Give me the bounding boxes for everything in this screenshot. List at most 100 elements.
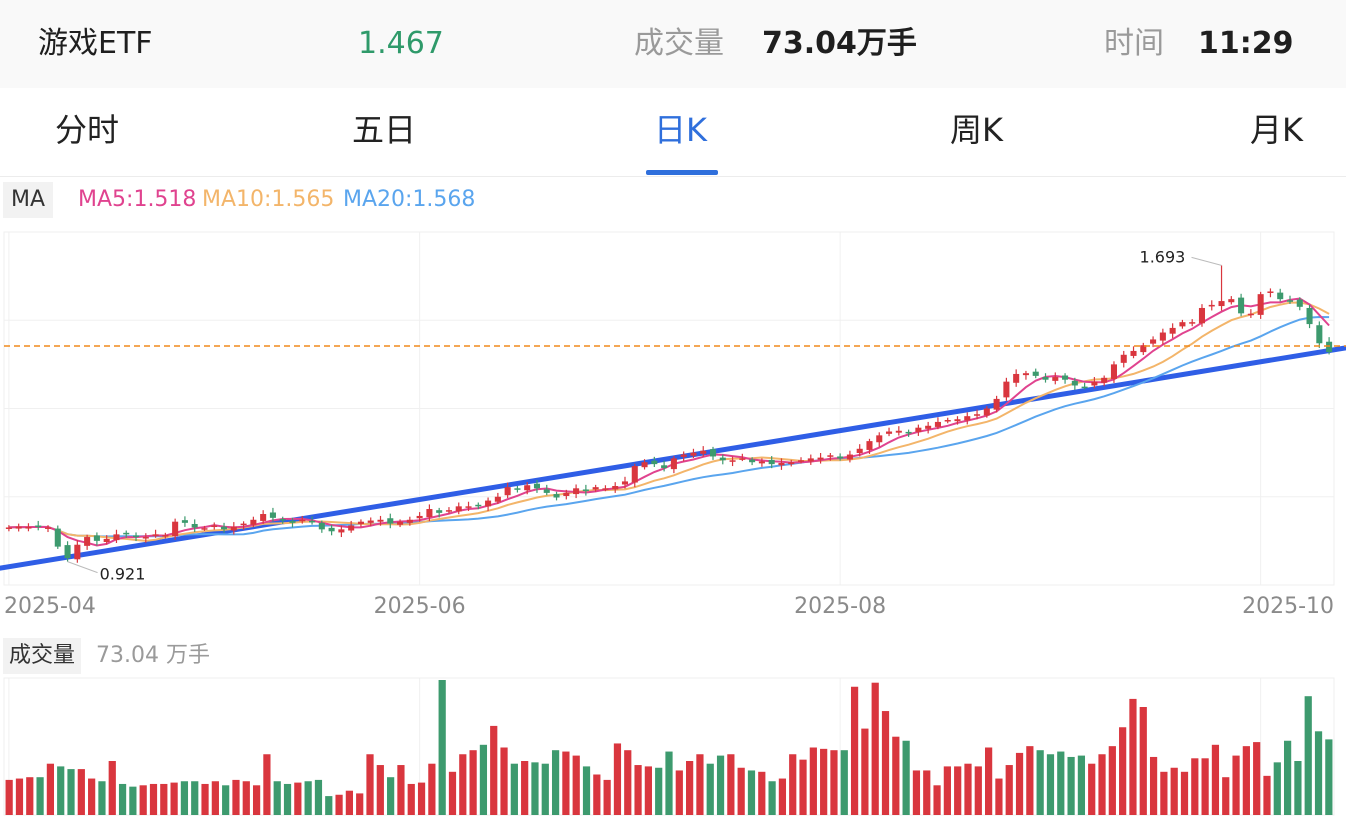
candle-body	[1218, 301, 1225, 307]
volume-bar	[459, 754, 467, 815]
candle	[739, 453, 746, 462]
candle	[1267, 288, 1274, 298]
candle	[934, 417, 941, 430]
candle	[152, 529, 159, 538]
candle	[309, 516, 316, 525]
candle	[661, 460, 668, 472]
tab-five-day[interactable]: 五日	[352, 111, 417, 149]
candle	[1042, 373, 1049, 383]
candle	[533, 479, 541, 493]
ma-indicator-selector[interactable]: MA	[3, 182, 54, 218]
candle	[240, 521, 247, 530]
volume-bar	[180, 781, 189, 815]
volume-bar	[211, 781, 219, 815]
candle	[15, 523, 22, 532]
candle	[5, 525, 12, 532]
candle-body	[5, 527, 12, 529]
candle-body	[514, 488, 521, 490]
volume-bar	[1222, 777, 1230, 815]
candle	[289, 517, 296, 528]
ma-legend: MA MA5:1.518 MA10:1.565 MA20:1.568	[0, 180, 1346, 220]
volume-bar	[366, 754, 374, 815]
candle-body	[289, 520, 296, 523]
candle-body	[485, 500, 492, 507]
candle-body	[338, 529, 345, 533]
candle	[250, 516, 257, 528]
volume-bar	[469, 750, 477, 815]
candle-body	[1238, 297, 1245, 314]
volume-bar	[809, 747, 817, 815]
candle-body	[181, 520, 188, 523]
volume-bar	[479, 744, 488, 815]
candle	[905, 429, 912, 437]
candle	[1032, 368, 1039, 379]
candle	[269, 507, 276, 522]
tab-monthly-k[interactable]: 月K	[1250, 111, 1303, 149]
volume-bar	[850, 686, 859, 815]
volume-bar	[974, 766, 982, 815]
volume-indicator-selector[interactable]: 成交量	[3, 638, 82, 674]
candle-body	[1198, 307, 1206, 324]
candle-body	[84, 537, 91, 546]
candle-body	[925, 425, 932, 429]
volume-bar	[397, 765, 405, 815]
volume-bar	[1129, 698, 1137, 815]
candle	[1189, 319, 1196, 327]
x-tick-label: 2025-08	[794, 594, 886, 619]
candle-body	[406, 519, 413, 523]
candle	[44, 525, 52, 533]
ma5-line	[8, 297, 1330, 547]
volume-bar	[263, 754, 271, 815]
candle-body	[465, 506, 472, 508]
candle-body	[1062, 375, 1069, 380]
candle	[103, 535, 110, 545]
candle	[1247, 309, 1254, 318]
candle-body	[1013, 373, 1020, 383]
volume-bar	[191, 781, 199, 815]
candle-body	[934, 421, 941, 427]
candle-body	[1150, 339, 1157, 344]
volume-bar	[273, 781, 281, 815]
tab-intraday[interactable]: 分时	[55, 111, 120, 149]
volume-bar	[1263, 775, 1271, 815]
volume-bar	[768, 781, 776, 815]
volume-bar	[1253, 742, 1261, 815]
candle-body	[103, 538, 110, 543]
volume-bar	[593, 774, 601, 815]
tab-weekly-k[interactable]: 周K	[950, 111, 1003, 149]
candle-body	[44, 527, 52, 529]
volume-bar	[500, 747, 508, 815]
candle-body	[504, 487, 511, 496]
candle-body	[631, 466, 638, 483]
candle	[1003, 377, 1010, 401]
candle-body	[172, 521, 179, 537]
volume-bar	[912, 770, 921, 815]
candle-body	[397, 521, 404, 525]
volume-bar	[1005, 765, 1013, 815]
candle-body	[123, 532, 130, 535]
candle-body	[416, 515, 423, 519]
volume-bar	[1160, 771, 1168, 815]
candle-body	[876, 435, 883, 443]
candle	[64, 541, 71, 562]
tab-daily-k[interactable]: 日K	[654, 111, 707, 149]
volume-bar	[490, 725, 498, 815]
ma5-value: MA5:1.518	[78, 187, 197, 212]
candle-body	[475, 504, 482, 507]
candle	[1120, 350, 1127, 368]
low-annotation-leader	[67, 561, 98, 574]
volume-bar	[541, 763, 549, 815]
candle-body	[553, 494, 560, 498]
volume-bar	[1026, 746, 1034, 815]
candle-body	[211, 525, 218, 528]
volume-bar	[964, 763, 972, 815]
candle	[1062, 373, 1069, 384]
candle-body	[25, 527, 32, 529]
candle-body	[1159, 332, 1166, 341]
candle	[1257, 291, 1264, 319]
volume-bar	[118, 783, 127, 815]
volume-bar	[1098, 754, 1106, 815]
volume-label: 成交量	[634, 26, 724, 61]
volume-bar	[417, 782, 426, 815]
